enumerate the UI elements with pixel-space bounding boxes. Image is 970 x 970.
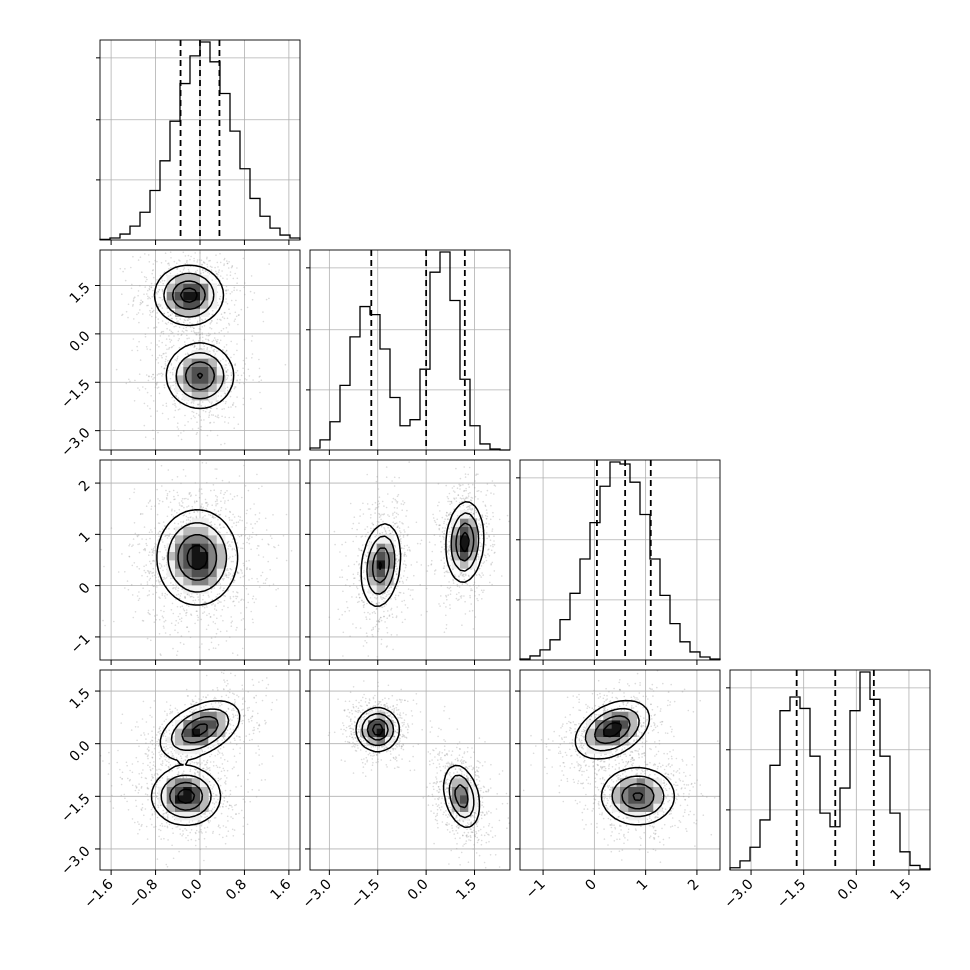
x-tick-label-1-3: 1.5 (453, 876, 480, 903)
ticks-1-2 (305, 482, 476, 665)
x-tick-label-0-4: 1.6 (267, 876, 294, 903)
contour-2-3-2 (593, 715, 655, 810)
pair-frame-1-3 (309, 669, 511, 871)
ticks-0-1 (95, 284, 290, 455)
contour-0-3-0 (150, 700, 241, 827)
hist-frame-1 (309, 249, 511, 451)
pair-panel-1-3 (309, 669, 511, 871)
contour-1-2-2 (371, 522, 475, 584)
pair-panel-2-3 (519, 669, 721, 871)
y-tick-label-2-3: 2 (76, 477, 94, 495)
contour-0-1-3 (179, 287, 204, 380)
scatter-points-1-3 (327, 680, 510, 869)
pair-panel-0-3 (99, 669, 301, 871)
contour-0-1-1 (163, 272, 225, 400)
ticks-0-2 (95, 482, 290, 665)
contour-1-2-0 (360, 501, 485, 608)
x-tick-label-0-0: −1.6 (81, 876, 116, 911)
hist-outline-1 (309, 251, 510, 451)
y-tick-label-1-3: 1.5 (67, 280, 94, 307)
hist-panel-1 (306, 249, 511, 451)
x-tick-label-3-1: −1.5 (774, 876, 809, 911)
y-tick-label-3-3: 1.5 (67, 685, 94, 712)
hist-panel-3 (726, 669, 931, 871)
contour-1-2-3 (378, 531, 470, 571)
ticks-3-3 (750, 870, 910, 875)
y-tick-label-1-1: −1.5 (58, 377, 93, 412)
pair-panel-1-2 (309, 459, 511, 661)
y-tick-label-1-0: −3.0 (58, 425, 93, 460)
y-tick-label-1-2: 0.0 (67, 328, 94, 355)
x-tick-label-3-2: 0.0 (835, 876, 862, 903)
hist-outline-0 (99, 41, 301, 241)
x-tick-label-3-0: −3.0 (721, 876, 756, 911)
scatter-points-2-3 (520, 670, 719, 863)
ticks-0-0 (110, 240, 290, 245)
hist-frame-3 (729, 669, 931, 871)
pair-panel-0-1 (99, 249, 301, 451)
contour-0-3-3 (177, 723, 208, 804)
pair-frame-2-3 (519, 669, 721, 871)
x-tick-label-1-2: 0.0 (405, 876, 432, 903)
x-tick-label-0-3: 0.8 (223, 876, 250, 903)
pair-panel-0-2 (99, 459, 301, 661)
contour-0-3-2 (169, 715, 219, 811)
y-tick-label-3-2: 0.0 (67, 738, 94, 765)
x-tick-label-0-1: −0.8 (126, 876, 161, 911)
contour-0-1-2 (171, 280, 216, 391)
y-tick-label-3-0: −3.0 (58, 843, 93, 878)
x-tick-label-1-0: −3.0 (300, 876, 335, 911)
x-tick-label-2-0: −1 (523, 876, 549, 902)
y-tick-label-2-1: 0 (76, 580, 94, 598)
contour-1-2-1 (366, 512, 480, 595)
x-tick-label-1-1: −1.5 (348, 876, 383, 911)
hist-frame-2 (519, 459, 721, 661)
density-cells-0-1 (166, 275, 226, 401)
contour-2-3-3 (602, 721, 644, 802)
x-tick-label-3-3: 1.5 (888, 876, 915, 903)
contour-1-3-0 (355, 706, 481, 829)
contour-1-3-1 (361, 713, 475, 819)
ticks-1-3 (305, 690, 476, 875)
hist-outline-3 (729, 671, 931, 870)
contour-1-3-2 (366, 718, 469, 809)
x-tick-label-2-3: 2 (685, 876, 703, 894)
y-tick-label-2-2: 1 (76, 529, 94, 547)
contour-2-3-0 (574, 699, 676, 826)
ticks-2-2 (542, 660, 698, 665)
hist-panel-2 (516, 459, 721, 661)
contour-1-3-3 (371, 723, 384, 736)
pair-frame-1-2 (309, 459, 511, 661)
contour-0-2-3 (186, 544, 208, 570)
contour-0-3-1 (160, 708, 230, 819)
x-tick-label-2-2: 1 (634, 876, 652, 894)
contour-0-2-2 (177, 533, 218, 581)
contour-0-2-1 (167, 522, 228, 593)
hist-outline-2 (519, 461, 721, 660)
density-cells-1-2 (368, 510, 477, 594)
x-tick-label-0-2: 0.0 (179, 876, 206, 903)
hist-panel-0 (96, 39, 301, 241)
contour-2-3-1 (584, 707, 665, 818)
ticks-2-3 (515, 690, 698, 875)
contour-0-1-0 (153, 264, 235, 410)
ticks-0-3 (95, 690, 290, 875)
y-tick-label-2-0: −1 (68, 631, 94, 657)
y-tick-label-3-1: −1.5 (58, 791, 93, 826)
x-tick-label-2-1: 0 (582, 876, 600, 894)
ticks-1-1 (328, 450, 476, 455)
contour-0-2-0 (156, 509, 239, 606)
scatter-points-1-2 (328, 460, 510, 660)
